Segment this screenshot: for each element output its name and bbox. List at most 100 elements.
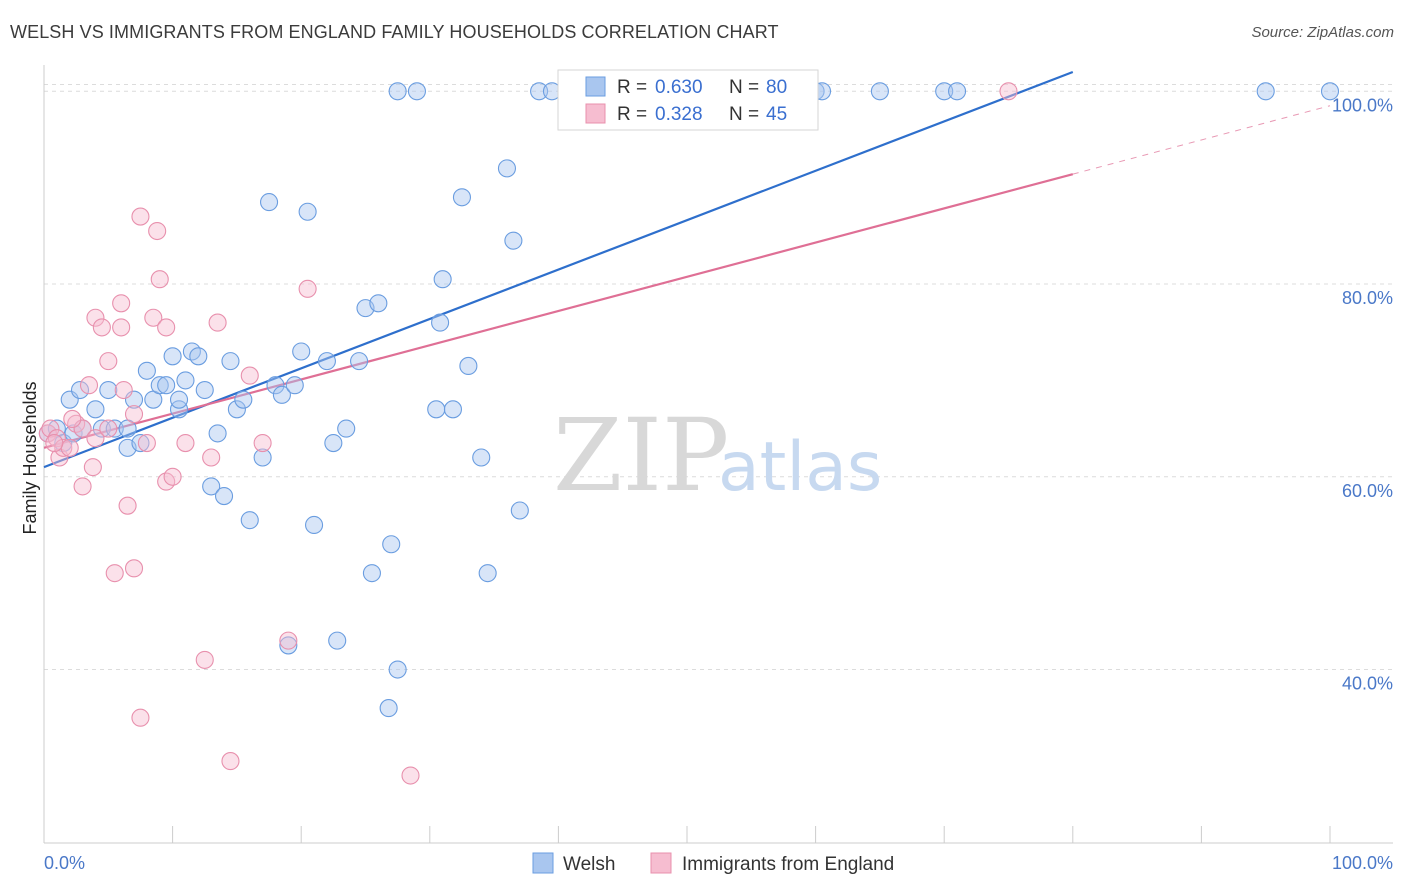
point-immigrants <box>86 308 105 327</box>
x-tick-label-max: 100.0% <box>1332 853 1393 873</box>
point-immigrants <box>63 409 82 429</box>
point-welsh <box>530 82 549 101</box>
point-welsh <box>510 501 529 520</box>
point-welsh <box>92 419 111 438</box>
point-welsh <box>504 231 523 250</box>
y-tick-labels: 40.0% 60.0% 80.0% 100.0% <box>1332 95 1393 693</box>
point-immigrants <box>202 448 221 467</box>
point-immigrants <box>221 752 240 771</box>
immigrants-swatch <box>585 103 606 124</box>
chart-source: Source: ZipAtlas.com <box>1251 24 1394 41</box>
point-immigrants <box>131 708 150 727</box>
point-immigrants <box>298 279 317 298</box>
y-tick-label: 40.0% <box>1342 674 1393 694</box>
point-welsh <box>86 400 105 419</box>
point-immigrants <box>112 294 131 313</box>
point-immigrants <box>124 559 144 578</box>
point-welsh <box>362 564 381 583</box>
y-tick-label: 80.0% <box>1342 288 1393 308</box>
immigrants-r-label: R = <box>617 104 647 125</box>
point-welsh <box>279 636 298 655</box>
trend-line-immigrants <box>43 173 1074 449</box>
point-immigrants <box>105 564 124 583</box>
point-welsh <box>157 376 176 395</box>
point-welsh <box>227 400 246 419</box>
point-welsh <box>176 371 195 390</box>
welsh-r-label: R = <box>617 77 647 98</box>
point-welsh <box>240 511 259 530</box>
point-welsh <box>337 419 356 438</box>
watermark: ZIP atlas <box>553 397 882 514</box>
legend-immigrants-swatch <box>650 852 672 874</box>
point-welsh <box>382 535 401 554</box>
point-welsh <box>195 380 214 400</box>
point-welsh <box>388 82 407 101</box>
point-immigrants <box>112 318 131 337</box>
point-immigrants <box>79 376 99 395</box>
point-welsh <box>1256 82 1275 101</box>
point-welsh <box>253 448 272 467</box>
point-welsh <box>292 342 311 361</box>
point-immigrants <box>60 438 79 457</box>
immigrants-n-value: 45 <box>766 104 787 125</box>
point-welsh <box>70 380 90 400</box>
point-immigrants <box>114 380 133 400</box>
point-welsh <box>305 515 324 535</box>
legend-welsh-label: Welsh <box>563 854 615 875</box>
point-welsh <box>427 400 446 419</box>
watermark-zip: ZIP <box>553 397 729 514</box>
point-welsh <box>99 380 118 400</box>
point-immigrants <box>195 650 214 669</box>
point-welsh <box>1320 82 1340 101</box>
point-welsh <box>478 564 497 583</box>
point-immigrants <box>47 429 66 448</box>
legend-immigrants-label: Immigrants from England <box>682 854 894 875</box>
welsh-n-value: 80 <box>766 77 787 98</box>
axes <box>43 65 1393 844</box>
point-welsh <box>317 352 336 371</box>
point-welsh <box>221 352 240 371</box>
point-welsh <box>379 699 398 718</box>
point-welsh <box>870 82 889 101</box>
point-immigrants <box>45 433 64 453</box>
point-welsh <box>948 82 967 101</box>
point-immigrants <box>92 318 111 337</box>
point-immigrants <box>124 405 144 424</box>
point-welsh <box>431 313 450 332</box>
point-immigrants <box>176 433 195 453</box>
series-legend: Welsh Immigrants from England <box>532 852 894 875</box>
point-welsh <box>324 433 343 453</box>
point-immigrants <box>118 496 137 515</box>
point-immigrants <box>73 477 92 496</box>
stats-legend: R = 0.630 N = 80 R = 0.328 N = 45 <box>557 69 819 131</box>
point-immigrants <box>253 433 272 453</box>
point-welsh <box>163 347 182 366</box>
point-welsh <box>131 433 150 453</box>
point-immigrants <box>99 419 118 438</box>
trend-line-immigrants-extension <box>1072 105 1331 175</box>
point-welsh <box>497 159 517 178</box>
point-immigrants <box>137 433 156 453</box>
point-immigrants <box>148 221 167 241</box>
x-tick-label-min: 0.0% <box>44 853 85 873</box>
point-welsh <box>272 385 291 404</box>
point-immigrants <box>41 419 60 438</box>
point-immigrants <box>163 467 182 486</box>
welsh-n-label: N = <box>729 77 759 98</box>
point-welsh <box>935 82 954 101</box>
point-welsh <box>234 390 253 409</box>
point-immigrants <box>208 313 227 332</box>
point-immigrants <box>150 270 169 289</box>
point-welsh <box>259 193 279 212</box>
data-points <box>38 82 1340 785</box>
point-welsh <box>433 270 452 289</box>
point-immigrants <box>54 438 73 457</box>
point-welsh <box>350 352 369 371</box>
point-immigrants <box>86 429 105 448</box>
point-welsh <box>150 376 169 395</box>
welsh-swatch <box>585 76 606 97</box>
point-immigrants <box>401 766 420 785</box>
point-welsh <box>298 202 317 221</box>
legend-welsh-swatch <box>532 852 554 874</box>
